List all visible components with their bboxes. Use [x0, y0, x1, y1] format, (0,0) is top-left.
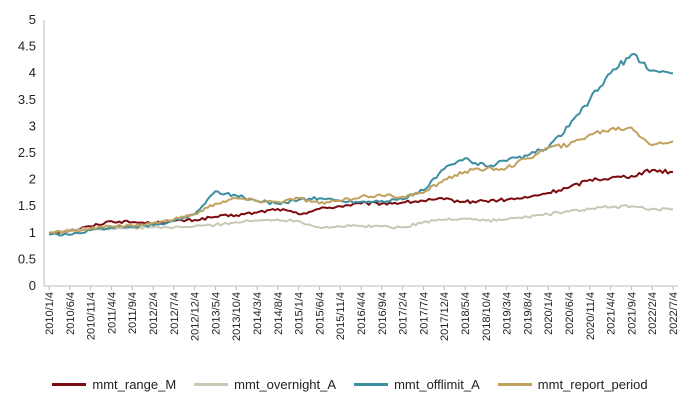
y-tick-label: 5 — [29, 12, 36, 27]
legend-swatch — [194, 382, 229, 386]
x-tick-label: 2012/7/4 — [169, 292, 181, 335]
x-tick-label: 2015/1/4 — [294, 292, 306, 335]
x-tick-label: 2020/6/4 — [564, 292, 576, 335]
y-tick-label: 4.5 — [18, 39, 36, 54]
legend-swatch — [354, 382, 389, 386]
x-tick-label: 2018/5/4 — [460, 292, 472, 335]
series-line-mmt-overnight-A — [48, 204, 673, 234]
x-tick-label: 2017/12/4 — [439, 292, 451, 341]
x-tick-label: 2014/8/4 — [273, 292, 285, 335]
legend-item: mmt_offlimit_A — [354, 377, 480, 392]
legend-item: mmt_overnight_A — [194, 377, 336, 392]
x-tick-label: 2022/2/4 — [647, 292, 659, 335]
x-tick-label: 2013/5/4 — [210, 292, 222, 335]
legend-label: mmt_overnight_A — [234, 376, 337, 392]
x-tick-label: 2015/6/4 — [314, 292, 326, 335]
legend-swatch — [497, 382, 532, 386]
x-tick-label: 2010/11/4 — [86, 292, 98, 340]
x-tick-label: 2013/10/4 — [231, 292, 243, 341]
y-tick-label: 1 — [29, 225, 36, 240]
y-tick-label: 3.5 — [18, 92, 36, 107]
y-tick-label: 4 — [29, 65, 36, 80]
legend-label: mmt_report_period — [537, 376, 648, 392]
legend-swatch — [52, 382, 87, 386]
x-tick-label: 2018/10/4 — [481, 292, 493, 341]
x-tick-label: 2014/3/4 — [252, 292, 264, 335]
legend-label: mmt_offlimit_A — [394, 376, 480, 392]
x-tick-label: 2020/1/4 — [543, 292, 555, 335]
x-tick-label: 2021/4/4 — [606, 292, 618, 335]
x-tick-label: 2011/9/4 — [127, 292, 139, 334]
y-tick-label: 1.5 — [18, 198, 36, 213]
x-tick-label: 2011/4/4 — [106, 292, 118, 334]
x-tick-label: 2021/9/4 — [626, 292, 638, 335]
x-tick-label: 2010/6/4 — [65, 292, 77, 335]
legend-item: mmt_range_M — [52, 377, 176, 392]
x-tick-label: 2016/4/4 — [356, 292, 368, 335]
x-tick-label: 2017/7/4 — [418, 292, 430, 335]
y-tick-label: 3 — [29, 118, 36, 133]
series-line-mmt-offlimit-A — [48, 52, 673, 237]
y-tick-label: 2 — [29, 172, 36, 187]
legend-label: mmt_range_M — [92, 376, 177, 392]
x-tick-label: 2017/2/4 — [398, 292, 410, 335]
x-tick-label: 2012/2/4 — [148, 292, 160, 335]
x-tick-label: 2020/11/4 — [585, 292, 597, 340]
x-tick-label: 2010/1/4 — [44, 292, 56, 335]
y-tick-label: 2.5 — [18, 145, 36, 160]
legend-item: mmt_report_period — [497, 376, 648, 392]
x-tick-label: 2015/11/4 — [335, 292, 347, 340]
x-tick-label: 2012/12/4 — [190, 292, 202, 341]
x-tick-label: 2022/7/4 — [668, 292, 680, 335]
y-tick-label: 0 — [29, 278, 36, 293]
y-tick-label: 0.5 — [18, 251, 36, 266]
chart-legend: mmt_range_M mmt_overnight_A mmt_offlimit_A… — [0, 372, 700, 396]
x-tick-label: 2019/3/4 — [502, 292, 514, 335]
x-tick-label: 2019/8/4 — [522, 292, 534, 335]
x-tick-label: 2016/9/4 — [377, 292, 389, 335]
series-line-mmt-report-period — [48, 126, 674, 234]
